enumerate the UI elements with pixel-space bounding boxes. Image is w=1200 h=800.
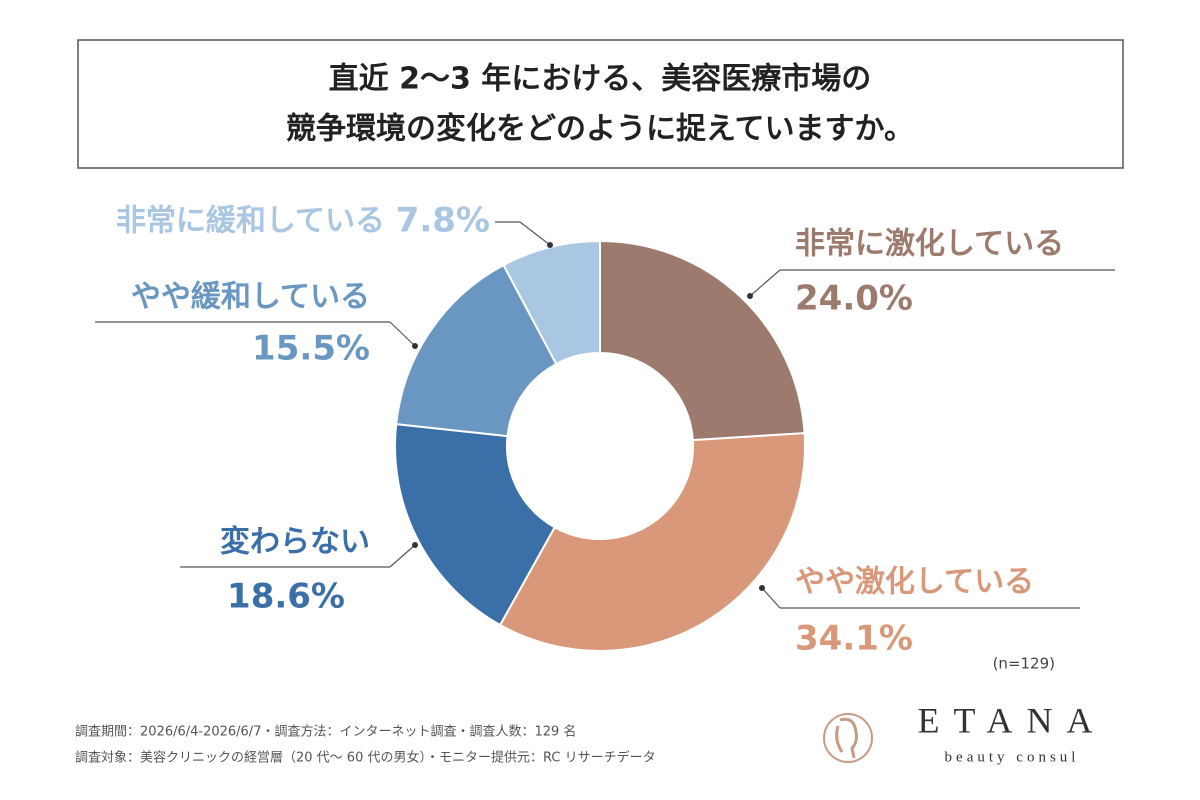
- footnote: 調査対象：美容クリニックの経営層（20 代〜 60 代の男女）・モニター提供元：…: [75, 750, 656, 766]
- leader-dot: [759, 585, 765, 591]
- leader-line: [95, 321, 416, 347]
- slice-label: 非常に激化している: [795, 227, 1064, 262]
- slice-label: やや緩和している: [131, 280, 370, 315]
- logo-icon: [823, 713, 873, 763]
- title-box: [77, 39, 1124, 169]
- footnote: 調査期間：2026/6/4-2026/6/7・調査方法：インターネット調査・調査…: [75, 724, 576, 740]
- donut-slice: [394, 423, 557, 627]
- chart-title: 競争環境の変化をどのように捉えていますか。: [286, 112, 914, 147]
- slice-value: 24.0%: [795, 279, 913, 319]
- leader-dot: [747, 293, 753, 299]
- slice-value: 18.6%: [227, 577, 345, 617]
- leader-line: [495, 221, 551, 246]
- slice-label: やや激化している: [795, 565, 1034, 600]
- slice-value: 34.1%: [795, 619, 913, 659]
- donut-slice: [502, 239, 601, 366]
- leader-line: [180, 544, 416, 568]
- donut-slice: [395, 263, 558, 438]
- leader-dot: [412, 343, 418, 349]
- slice-value: 15.5%: [252, 329, 370, 369]
- logo-tagline: beauty consul: [945, 749, 1080, 765]
- leader-line: [749, 269, 1115, 297]
- logo-name: ETANA: [917, 700, 1106, 740]
- slice-label: 非常に緩和している: [116, 204, 385, 239]
- sample-note: (n=129): [993, 655, 1055, 673]
- donut-slice: [599, 239, 806, 442]
- chart-title: 直近 2〜3 年における、美容医療市場の: [329, 62, 872, 97]
- slice-label: 変わらない: [220, 525, 370, 560]
- leader-line: [761, 587, 1080, 609]
- slice-value: 7.8%: [396, 201, 490, 241]
- leader-dot: [547, 242, 553, 248]
- leader-dot: [412, 542, 418, 548]
- donut-slice: [498, 432, 806, 652]
